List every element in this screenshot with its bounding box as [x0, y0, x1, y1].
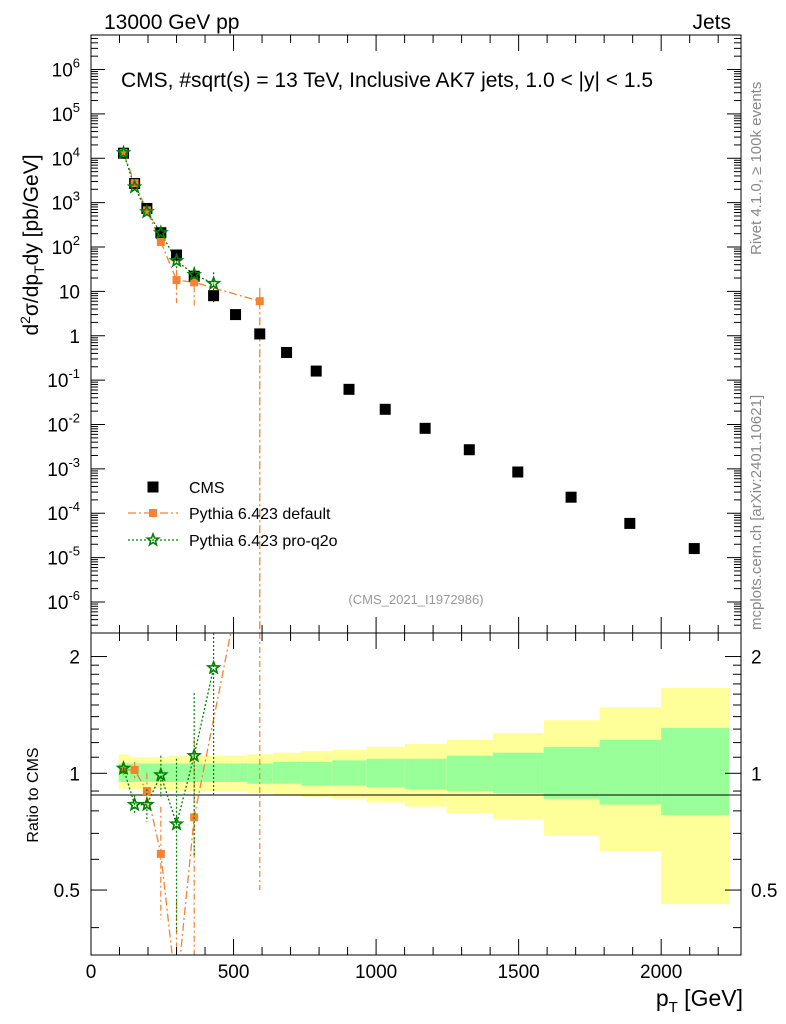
cms-data-point: [379, 403, 391, 415]
pythia-q2o-point: [168, 252, 185, 268]
y-tick-label: 106: [52, 56, 80, 82]
y-tick-label: 10: [59, 282, 80, 303]
ratio-y-tick-label-right: 2: [751, 648, 762, 669]
main-y-axis-label: d2σ/dpTdy [pb/GeV]: [17, 154, 47, 335]
y-tick-label: 10-1: [47, 366, 80, 392]
pythia-default-point: [255, 297, 264, 306]
ratio-y-tick-label-right: 1: [751, 764, 762, 785]
y-tick-label: 103: [52, 189, 80, 215]
main-axis-ticks: 10610510410310210110-110-210-310-410-510…: [47, 34, 741, 634]
pythia-default-point: [172, 276, 181, 285]
cms-data-point: [254, 328, 266, 340]
ratio-y-tick-label: 2: [69, 648, 80, 669]
inner-uncertainty-band: [224, 763, 248, 782]
inner-uncertainty-band: [492, 752, 544, 793]
ratio-q2o-point: [168, 815, 185, 831]
x-tick-label: 0: [86, 962, 97, 983]
legend-default-marker: [149, 509, 157, 517]
pythia-default-point: [119, 148, 128, 157]
inner-uncertainty-band: [203, 763, 225, 782]
inner-uncertainty-band: [272, 761, 302, 784]
inner-uncertainty-band: [446, 755, 493, 792]
main-data-series: [115, 144, 700, 633]
inner-uncertainty-band: [599, 739, 662, 805]
y-tick-label: 10-5: [47, 544, 80, 570]
pythia-q2o-point: [186, 266, 203, 282]
cms-data-point: [688, 543, 700, 555]
energy-label: 13000 GeV pp: [104, 11, 239, 34]
y-tick-label: 105: [52, 100, 80, 126]
pythia-q2o-point: [126, 178, 143, 194]
legend-entry-label: Pythia 6.423 default: [189, 506, 331, 523]
y-tick-label: 10-2: [47, 410, 80, 436]
y-tick-label: 102: [52, 233, 80, 259]
cms-data-point: [230, 309, 242, 321]
analysis-id-label: (CMS_2021_I1972986): [348, 592, 483, 607]
pythia-q2o-point: [152, 224, 169, 240]
inner-uncertainty-band: [366, 758, 405, 788]
ratio-q2o-point: [205, 659, 222, 675]
y-tick-label: 10-3: [47, 455, 80, 481]
legend-entry-label: Pythia 6.423 pro-q2o: [189, 533, 338, 550]
inner-uncertainty-band: [543, 746, 600, 799]
inner-uncertainty-band: [301, 761, 333, 786]
ratio-default-point: [156, 849, 165, 858]
ratio-data-series: [115, 633, 261, 955]
y-tick-label: 1: [69, 327, 80, 348]
cms-data-point: [155, 227, 167, 239]
process-label: Jets: [692, 11, 731, 34]
ratio-axis-ticks: 0 500 1000 1500 2000 0.5 0.5 1 1 2 2: [54, 633, 777, 983]
main-plot-panel: 10610510410310210110-110-210-310-410-510…: [47, 34, 742, 634]
pythia-q2o-point: [205, 275, 222, 291]
x-tick-label: 1000: [355, 962, 397, 983]
ratio-y-tick-label-right: 0.5: [751, 881, 777, 902]
cms-data-point: [463, 444, 475, 456]
ratio-y-tick-label: 1: [69, 764, 80, 785]
ratio-q2o-point: [115, 760, 132, 776]
legend-q2o-marker: [145, 531, 161, 547]
ratio-default-point: [130, 765, 139, 774]
cms-data-point: [310, 365, 322, 377]
legend: CMS Pythia 6.423 default Pythia 6.423 pro-…: [128, 480, 338, 550]
ratio-q2o-point: [186, 747, 203, 763]
ratio-q2o-point: [152, 766, 169, 782]
pythia-default-point: [156, 237, 165, 246]
inner-uncertainty-band: [140, 763, 154, 782]
ratio-y-axis-label: Ratio to CMS: [25, 747, 42, 842]
ratio-plot-panel: 0 500 1000 1500 2000 0.5 0.5 1 1 2 2: [54, 632, 777, 983]
cms-data-point: [512, 466, 524, 478]
pythia-default-point: [142, 206, 151, 215]
inner-uncertainty-band: [661, 727, 730, 816]
y-tick-label: 10-4: [47, 499, 80, 525]
x-tick-label: 2000: [640, 962, 682, 983]
cms-data-point: [281, 346, 293, 358]
inner-uncertainty-band: [404, 758, 447, 790]
y-tick-label: 104: [52, 144, 80, 170]
cms-data-point: [419, 422, 431, 434]
inner-uncertainty-band: [332, 760, 367, 786]
x-tick-label: 500: [218, 962, 250, 983]
plot-title: CMS, #sqrt(s) = 13 TeV, Inclusive AK7 je…: [121, 69, 653, 92]
ratio-y-tick-label: 0.5: [54, 881, 80, 902]
pythia-q2o-point: [115, 144, 132, 160]
mcplots-reference-label: mcplots.cern.ch [arXiv:2401.10621]: [748, 395, 765, 630]
x-tick-label: 1500: [497, 962, 539, 983]
y-tick-label: 10-6: [47, 588, 80, 614]
pythia-default-point: [190, 278, 199, 287]
ratio-q2o-line: [122, 667, 215, 827]
cms-data-point: [208, 290, 220, 302]
ratio-q2o-point: [139, 796, 155, 812]
pythia-q2o-point: [139, 203, 155, 219]
cms-data-point: [624, 517, 636, 529]
legend-entry-label: CMS: [189, 480, 225, 497]
ratio-q2o-point: [126, 796, 143, 812]
rivet-version-label: Rivet 4.1.0, ≥ 100k events: [748, 82, 765, 255]
cms-data-point: [565, 491, 577, 503]
ratio-plot-frame: [90, 632, 742, 956]
legend-cms-marker: [147, 481, 159, 493]
cms-data-point: [343, 383, 355, 395]
